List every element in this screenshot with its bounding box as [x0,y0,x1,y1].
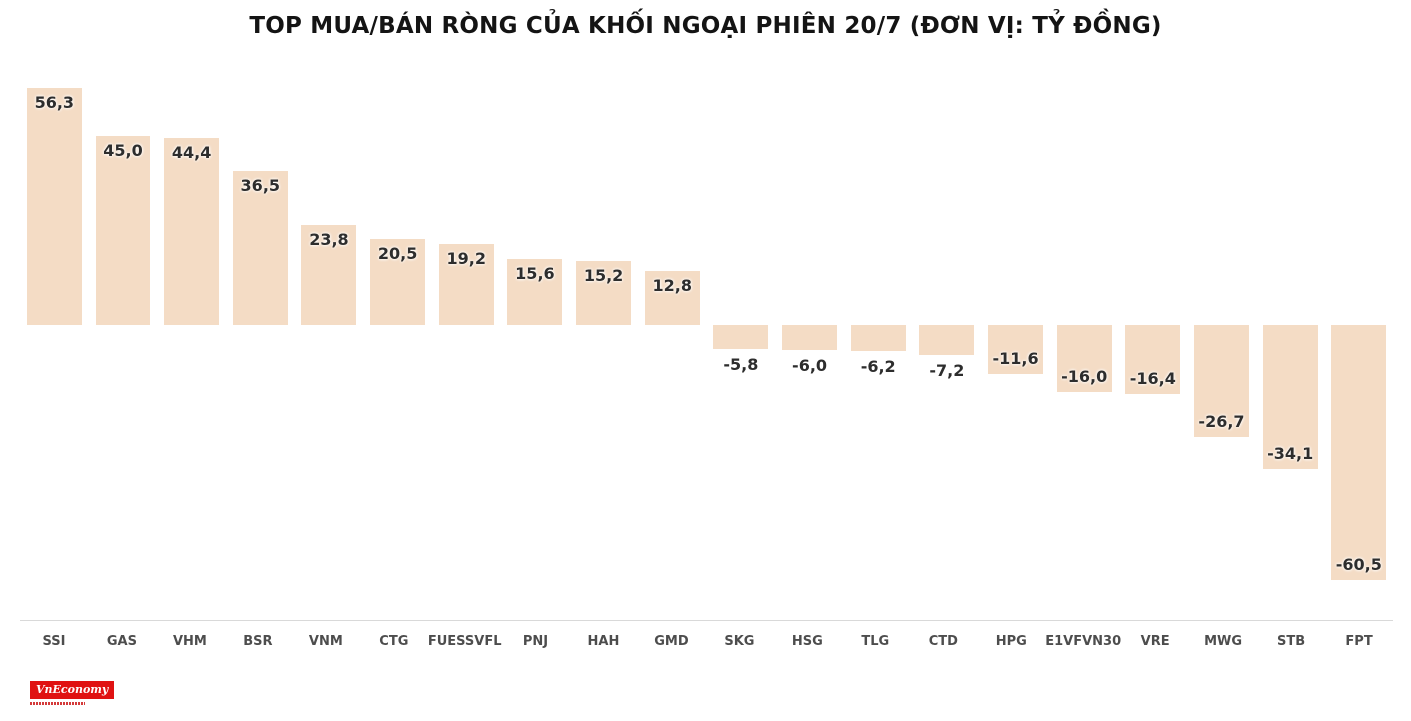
x-tick-VHM: VHM [172,634,207,649]
bar-SSI [26,88,82,325]
bar-slot-HSG: -6,0 [775,60,844,620]
x-tick-VNM: VNM [308,634,343,649]
x-tick-BSR: BSR [243,634,273,649]
x-tick-FUESSVFL: FUESSVFL [427,634,502,649]
x-tick-VRE: VRE [1140,634,1170,649]
bar-HAH [576,261,632,325]
bar-slot-VRE: -16,4 [1119,60,1188,620]
bar-CTD [919,325,975,355]
x-tick-FPT: FPT [1345,634,1373,649]
bar-FPT [1331,325,1387,580]
bar-STB [1262,325,1318,469]
x-tick-TLG: TLG [861,634,890,649]
bar-PNJ [507,259,563,325]
bar-slot-GAS: 45,0 [89,60,158,620]
value-label-VNM: 23,8 [309,230,349,249]
x-tick-E1VFVN30: E1VFVN30 [1045,634,1122,649]
x-tick-STB: STB [1277,634,1306,649]
value-label-HSG: -6,0 [792,356,828,375]
bar-slot-TLG: -6,2 [844,60,913,620]
bar-HPG [988,325,1043,374]
plot-area: 56,3 45,0 44,4 36,5 23,8 20,5 19,2 15,6 15,2 12,8… [20,60,1393,620]
bar-slot-VHM: 44,4 [157,60,226,620]
bar-slot-STB: -34,1 [1256,60,1325,620]
category-axis: SSI GAS VHM BSR VNM CTG FUESSVFL PNJ HAH GMD SKG HS… [20,634,1393,649]
value-label-CTD: -7,2 [929,361,965,380]
bar-HSG [782,325,837,350]
bar-slot-HAH: 15,2 [569,60,638,620]
logo-tagline-microtext [30,702,85,705]
x-tick-MWG: MWG [1204,634,1243,649]
value-label-GAS: 45,0 [103,141,143,160]
bar-slot-BSR: 36,5 [226,60,295,620]
value-label-TLG: -6,2 [860,357,896,376]
bar-slot-SSI: 56,3 [20,60,89,620]
bar-GAS [95,136,151,325]
chart-title: TOP MUA/BÁN RÒNG CỦA KHỐI NGOẠI PHIÊN 20… [249,13,1162,39]
x-tick-SKG: SKG [724,634,755,649]
bar-slot-FUESSVFL: 19,2 [432,60,501,620]
bar-VRE [1125,325,1181,394]
bar-slot-E1VFVN30: -16,0 [1050,60,1119,620]
bar-slot-MWG: -26,7 [1187,60,1256,620]
value-label-MWG: -26,7 [1198,412,1245,431]
bar-slot-CTG: 20,5 [363,60,432,620]
bar-slot-GMD: 12,8 [638,60,707,620]
value-label-HPG: -11,6 [992,349,1039,368]
value-label-PNJ: 15,6 [515,264,555,283]
x-tick-HAH: HAH [587,634,620,649]
x-tick-SSI: SSI [42,634,66,649]
value-label-BSR: 36,5 [240,176,281,195]
bar-slot-VNM: 23,8 [295,60,364,620]
bar-slot-FPT: -60,5 [1324,60,1393,620]
value-label-STB: -34,1 [1267,444,1314,463]
bar-FUESSVFL [438,244,494,325]
x-tick-PNJ: PNJ [522,634,549,649]
value-label-FUESSVFL: 19,2 [446,249,486,268]
bar-E1VFVN30 [1056,325,1112,392]
bar-slot-SKG: -5,8 [707,60,776,620]
bar-slot-PNJ: 15,6 [501,60,570,620]
bar-TLG [850,325,906,351]
bar-slot-CTD: -7,2 [913,60,982,620]
x-tick-GMD: GMD [654,634,689,649]
vneconomy-logo: VnEconomy [30,681,115,699]
x-tick-CTD: CTD [928,634,958,649]
bar-SKG [713,325,769,349]
x-axis-line [20,620,1393,621]
bar-MWG [1194,325,1249,437]
value-label-GMD: 12,8 [652,276,692,295]
value-label-CTG: 20,5 [377,244,418,263]
value-label-VHM: 44,4 [171,143,212,162]
x-tick-CTG: CTG [379,634,409,649]
value-label-SSI: 56,3 [34,93,75,112]
bar-CTG [370,239,426,325]
bar-slot-HPG: -11,6 [981,60,1050,620]
bar-VHM [164,138,220,325]
bar-VNM [301,225,357,325]
x-tick-HPG: HPG [995,634,1027,649]
x-tick-HSG: HSG [791,634,823,649]
value-label-VRE: -16,4 [1129,369,1176,388]
value-label-E1VFVN30: -16,0 [1061,367,1108,386]
value-label-SKG: -5,8 [723,355,759,374]
bar-BSR [232,171,288,325]
value-label-HAH: 15,2 [583,266,624,285]
value-label-FPT: -60,5 [1335,555,1382,574]
x-tick-GAS: GAS [106,634,137,649]
bar-GMD [644,271,700,325]
